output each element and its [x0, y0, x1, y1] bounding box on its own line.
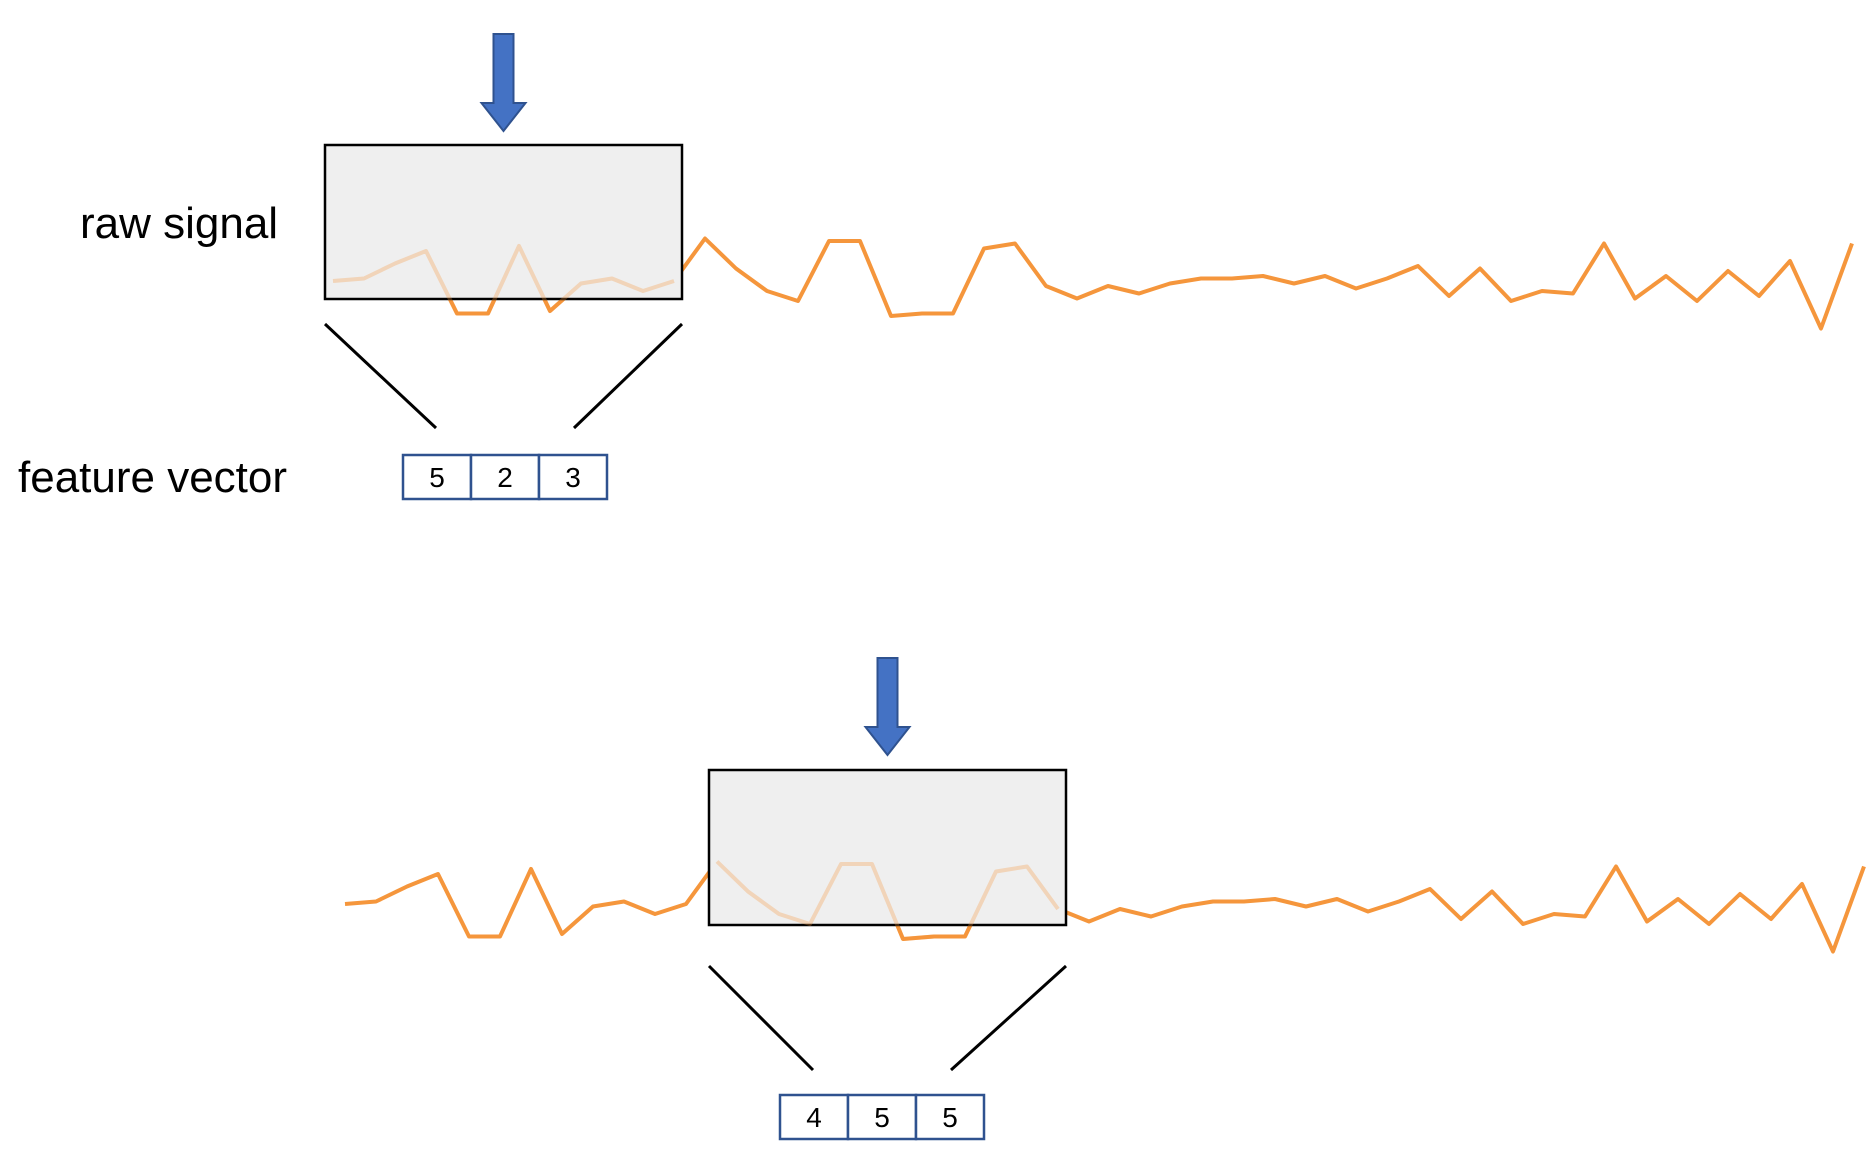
panel-step-1: 5 2 3: [323, 33, 1854, 501]
feature-cell: [469, 453, 541, 501]
panel-step-2: 4 5 5: [344, 657, 1866, 1141]
raw-signal-label: raw signal: [80, 199, 278, 248]
feature-vector-label: feature vector: [18, 453, 287, 502]
feature-vector: 5 2 3: [401, 453, 609, 501]
feature-vector: 4 5 5: [778, 1093, 986, 1141]
window-box: [323, 143, 684, 301]
feature-cell: [914, 1093, 986, 1141]
window-box: [707, 768, 1068, 927]
signal-line: [344, 859, 1866, 954]
feature-value: 3: [565, 462, 581, 493]
down-arrow-icon: [863, 657, 912, 757]
feature-value: 4: [806, 1102, 822, 1133]
feature-cell: [537, 453, 609, 501]
connector-line-left: [707, 964, 815, 1072]
feature-cell: [778, 1093, 850, 1141]
feature-value: 2: [497, 462, 513, 493]
connector-line-right: [949, 964, 1068, 1072]
signal-line-in-window: [715, 860, 1060, 941]
feature-value: 5: [429, 462, 445, 493]
feature-value: 5: [942, 1102, 958, 1133]
signal-line-in-window: [332, 244, 675, 316]
feature-value: 5: [874, 1102, 890, 1133]
connector-line-left: [323, 322, 438, 430]
connector-line-right: [572, 322, 684, 430]
down-arrow-icon: [479, 33, 528, 133]
